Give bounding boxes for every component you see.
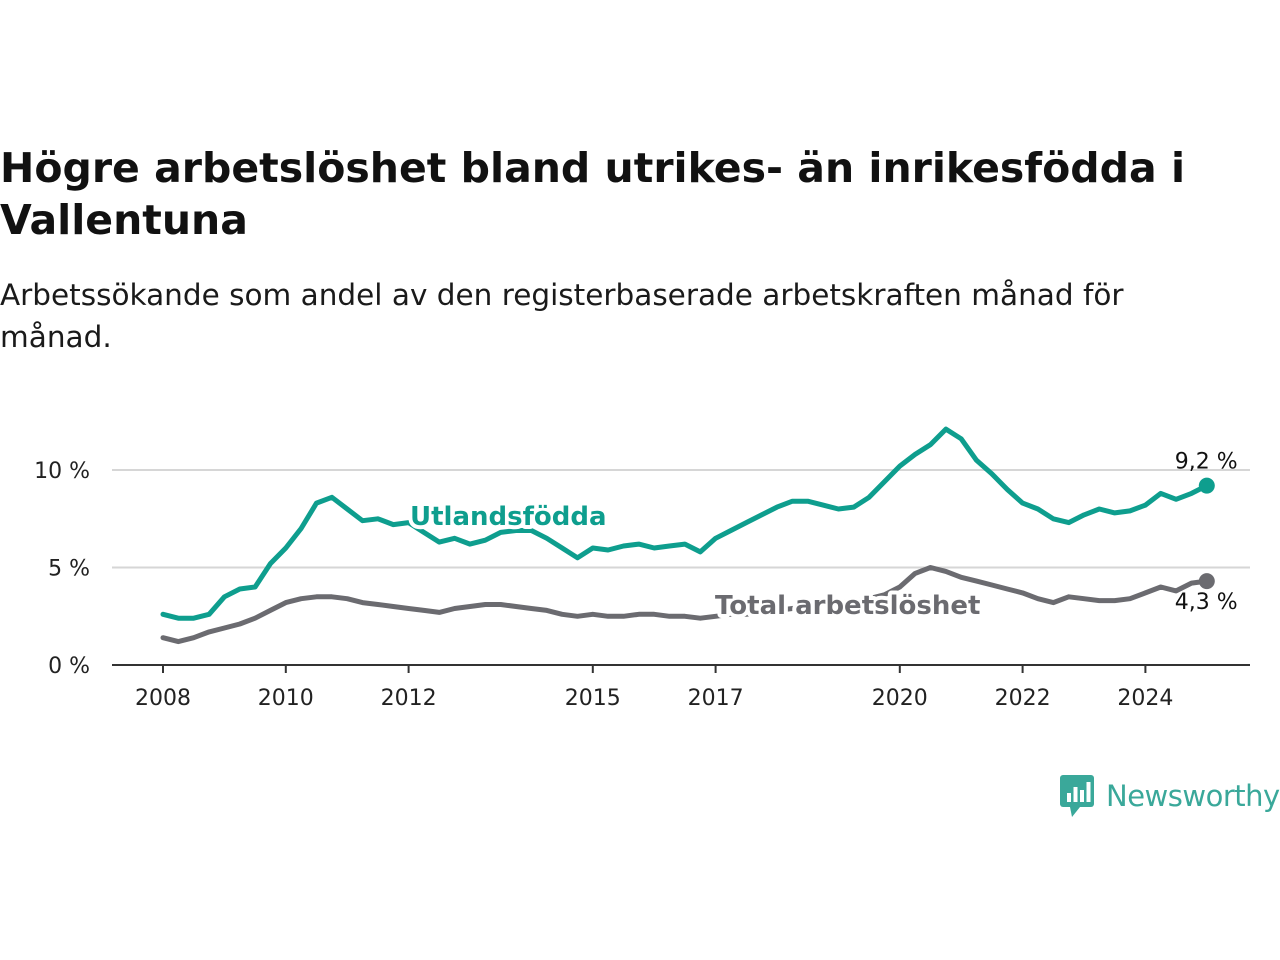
end-value-label: 9,2 %	[1175, 450, 1238, 475]
x-tick-label: 2024	[1117, 686, 1173, 711]
series-end-point	[1198, 573, 1215, 590]
end-value-label: 4,3 %	[1175, 590, 1238, 615]
y-tick-label: 10 %	[34, 459, 90, 484]
x-tick-label: 2010	[258, 686, 314, 711]
series-line	[160, 565, 1210, 645]
x-tick-label: 2015	[565, 686, 621, 711]
series-line	[160, 426, 1210, 621]
x-tick-label: 2017	[688, 686, 744, 711]
x-axis-ticks: 2008 2010 2012 2015 2017 2020 2022 2024	[135, 665, 1173, 711]
x-tick-label: 2020	[872, 686, 928, 711]
x-tick-label: 2012	[381, 686, 437, 711]
chart-subtitle: Arbetssökande som andel av den registerb…	[0, 278, 1124, 354]
brand-logo: Newsworthy	[1060, 772, 1280, 820]
x-tick-label: 2008	[135, 686, 191, 711]
y-tick-label: 5 %	[48, 557, 90, 582]
y-axis-ticks: 0 % 5 % 10 %	[34, 459, 90, 679]
x-tick-label: 2022	[995, 686, 1051, 711]
series-lines	[160, 426, 1215, 645]
bar-chart-icon	[1060, 775, 1094, 817]
series-label-total: Total arbetslöshet	[715, 591, 980, 621]
brand-name: Newsworthy	[1106, 779, 1280, 813]
y-tick-label: 0 %	[48, 654, 90, 679]
series-end-point	[1198, 477, 1215, 494]
chart-title: Högre arbetslöshet bland utrikes- än inr…	[0, 144, 1185, 244]
series-labels: Utlandsfödda Total arbetslöshet 9,2 % 4,3 %	[406, 450, 1238, 625]
gridlines	[112, 469, 1250, 569]
series-label-utlandsfodda: Utlandsfödda	[410, 502, 607, 532]
